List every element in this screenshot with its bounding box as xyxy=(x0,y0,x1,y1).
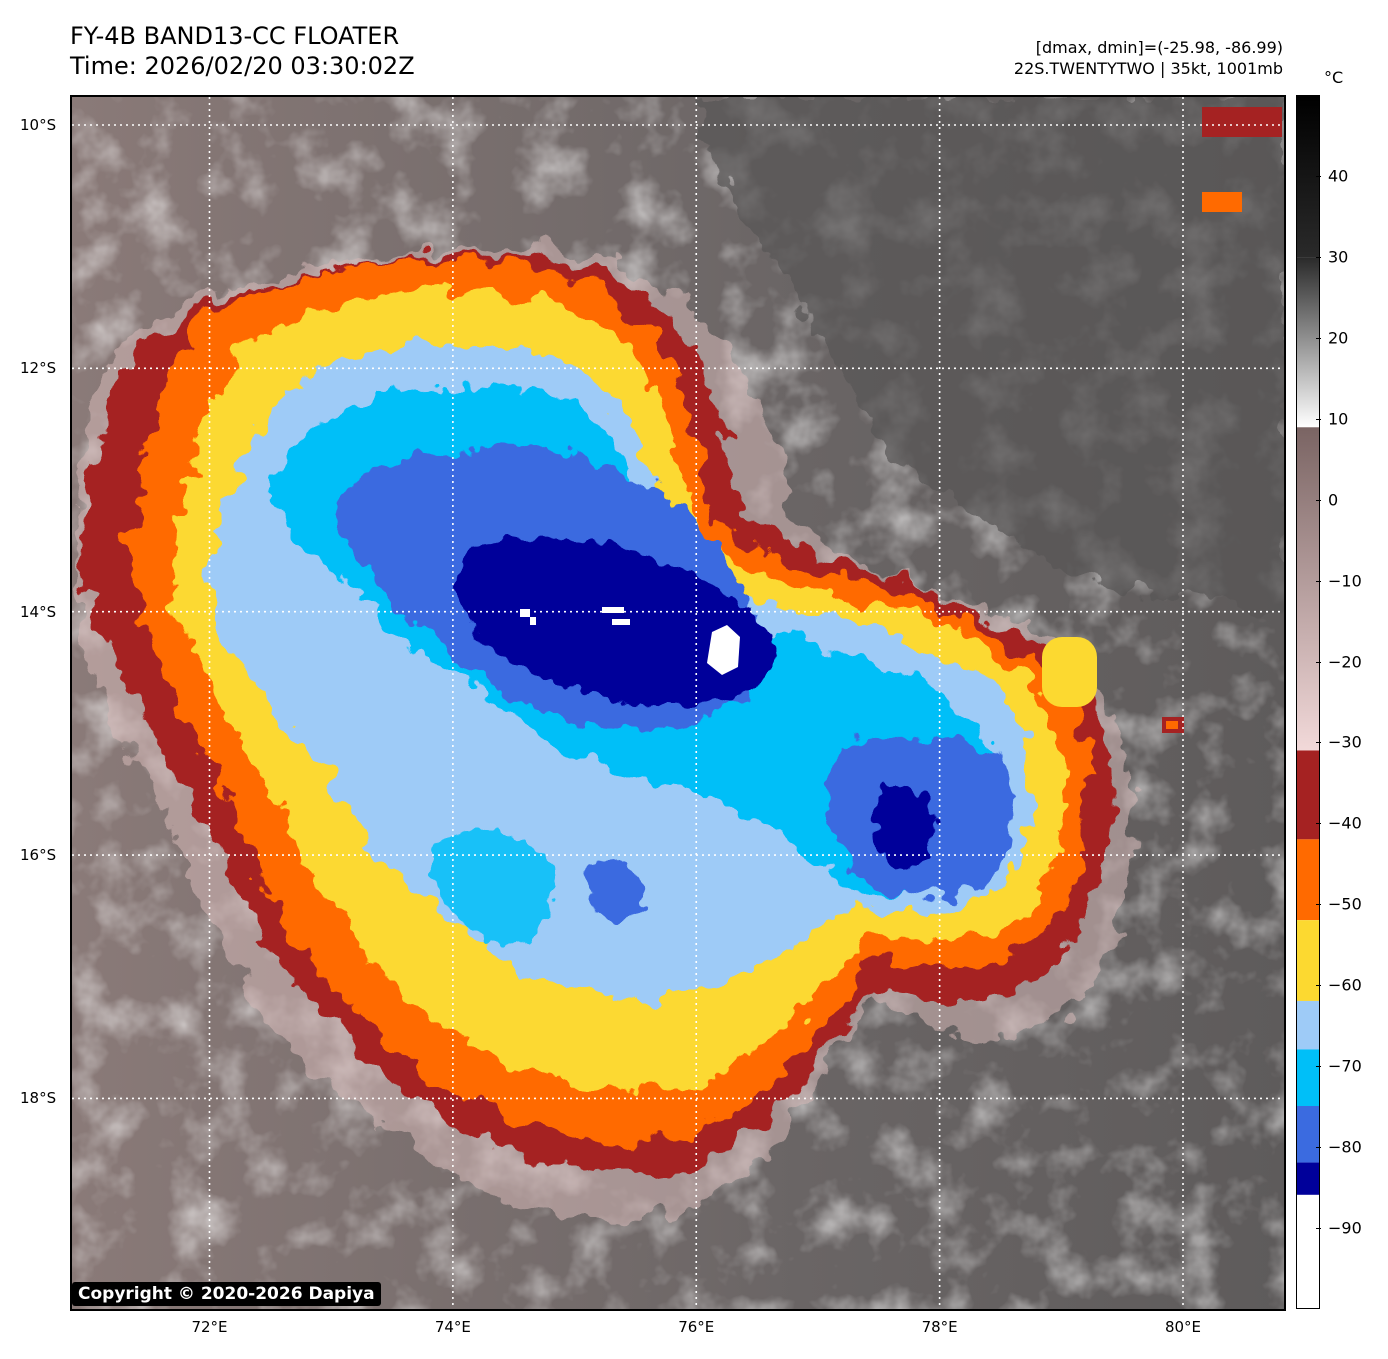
colorbar-tick-mark xyxy=(1316,175,1321,177)
colorbar-tick-mark xyxy=(1316,1228,1321,1230)
colorbar-tick-label: 0 xyxy=(1328,490,1339,510)
title-line-2: Time: 2026/02/20 03:30:02Z xyxy=(70,52,415,80)
colorbar-tick-mark xyxy=(1316,904,1321,906)
colorbar-tick-label: 30 xyxy=(1328,247,1349,267)
colorbar-tick-label: 10 xyxy=(1328,409,1349,429)
colorbar-tick-mark xyxy=(1316,1066,1321,1068)
graticule xyxy=(72,97,1284,1309)
colorbar-tick-mark xyxy=(1316,661,1321,663)
colorbar-tick-mark xyxy=(1316,580,1321,582)
colorbar-segment xyxy=(1297,257,1319,428)
overshooting-top xyxy=(520,607,740,675)
colorbar-segment xyxy=(1297,1106,1319,1163)
colorbar-tick-mark xyxy=(1316,256,1321,258)
map-canvas xyxy=(72,97,1284,1309)
lon-label: 74°E xyxy=(434,1318,471,1336)
colorbar-segment xyxy=(1297,427,1319,751)
colorbar-segment xyxy=(1297,1162,1319,1195)
colorbar-tick-label: −80 xyxy=(1328,1137,1362,1157)
colorbar-segment xyxy=(1297,920,1319,1001)
lat-label: 10°S xyxy=(20,115,57,134)
lat-label: 18°S xyxy=(20,1089,57,1108)
colorbar-segment xyxy=(1297,1049,1319,1106)
colorbar-segment xyxy=(1297,1194,1319,1308)
colorbar-tick-mark xyxy=(1316,418,1321,420)
colorbar-tick-mark xyxy=(1316,337,1321,339)
east-cells xyxy=(1042,107,1282,733)
colorbar xyxy=(1296,95,1320,1309)
storm-line: 22S.TWENTYTWO | 35kt, 1001mb xyxy=(1013,59,1283,78)
lon-label: 80°E xyxy=(1164,1318,1202,1336)
lat-label: 14°S xyxy=(20,602,57,621)
blue-cell-south xyxy=(584,858,644,925)
colorbar-tick-label: −60 xyxy=(1328,975,1362,995)
lon-label: 78°E xyxy=(921,1318,958,1336)
navy-core-east xyxy=(873,784,937,870)
colorbar-tick-label: −10 xyxy=(1328,571,1362,591)
title-line-1: FY-4B BAND13-CC FLOATER xyxy=(70,22,400,50)
cyan-cell-south xyxy=(430,830,555,947)
colorbar-tick-label: 40 xyxy=(1328,166,1349,186)
colorbar-unit: °C xyxy=(1324,68,1344,87)
colorbar-tick-label: −30 xyxy=(1328,732,1362,752)
lat-label: 16°S xyxy=(20,846,57,865)
colorbar-segment xyxy=(1297,96,1319,258)
colorbar-tick-mark xyxy=(1316,985,1321,987)
clear-region-ne xyxy=(692,97,1284,617)
lat-label: 12°S xyxy=(20,359,57,378)
colorbar-segment xyxy=(1297,839,1319,921)
lon-label: 76°E xyxy=(678,1318,715,1336)
colorbar-tick-label: −20 xyxy=(1328,652,1362,672)
colorbar-tick-mark xyxy=(1316,1147,1321,1149)
lon-label: 72°E xyxy=(191,1318,228,1336)
colorbar-tick-label: −90 xyxy=(1328,1218,1362,1238)
stats-line: [dmax, dmin]=(-25.98, -86.99) xyxy=(1035,38,1283,57)
colorbar-tick-mark xyxy=(1316,823,1321,825)
colorbar-tick-label: 20 xyxy=(1328,328,1349,348)
satellite-map xyxy=(70,95,1286,1311)
colorbar-segment xyxy=(1297,1000,1319,1050)
colorbar-segment xyxy=(1297,750,1319,840)
colorbar-tick-label: −70 xyxy=(1328,1056,1362,1076)
copyright-notice: Copyright © 2020-2026 Dapiya xyxy=(72,1282,381,1306)
colorbar-tick-mark xyxy=(1316,742,1321,744)
colorbar-tick-label: −40 xyxy=(1328,813,1362,833)
colorbar-tick-mark xyxy=(1316,499,1321,501)
colorbar-tick-label: −50 xyxy=(1328,894,1362,914)
